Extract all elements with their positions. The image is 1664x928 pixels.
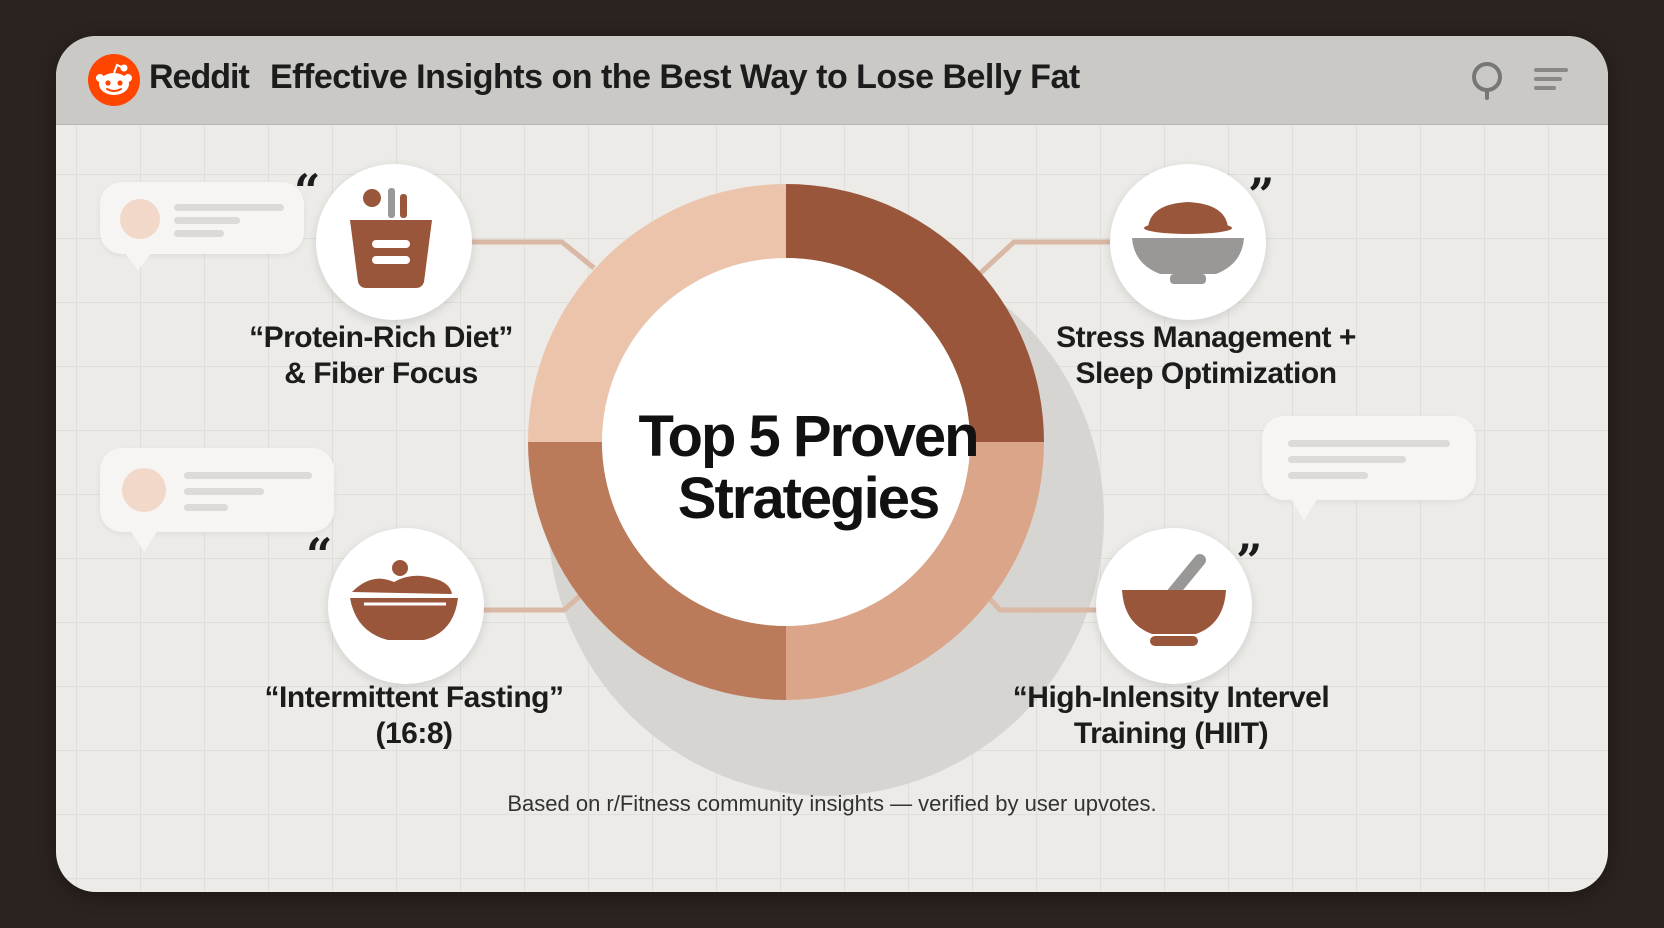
segment-top-right [786, 184, 1044, 442]
chat-bubble-right [1262, 416, 1476, 520]
segment-bottom-right [786, 442, 1044, 700]
covered-bowl-icon [1110, 164, 1266, 320]
close-quote-mark: ” [1236, 534, 1263, 588]
close-quote-mark: ” [1248, 168, 1275, 222]
segment-top-left [528, 184, 786, 442]
menu-icon[interactable] [1530, 58, 1574, 102]
reddit-logo-icon[interactable] [88, 54, 140, 106]
donut-center [602, 258, 970, 626]
open-quote-mark: “ [306, 528, 333, 582]
chat-bubble-mid-left [100, 448, 334, 552]
connector-top-left [470, 239, 596, 270]
food-bowl-icon [328, 528, 484, 684]
center-title-line1: Top 5 Proven [638, 404, 979, 469]
segment-bottom-left [528, 442, 786, 700]
infographic-card: Reddit Effective Insights on the Best Wa… [56, 36, 1608, 892]
page-title: Effective Insights on the Best Way to Lo… [270, 58, 1080, 96]
strategy-label: (16:8) [375, 717, 453, 750]
open-quote-mark: “ [294, 164, 321, 218]
search-icon[interactable] [1466, 58, 1510, 102]
center-title: Top 5 Proven Strategies [638, 404, 979, 531]
strategy-label: Stress Management + [1056, 321, 1356, 354]
brand-name[interactable]: Reddit [149, 58, 250, 96]
strategy-label: “Protein-Rich Diet” [249, 321, 513, 354]
mortar-icon [1096, 528, 1252, 684]
protein-bowl-icon [316, 164, 472, 320]
strategy-stress-sleep: Stress Management + Sleep Optimization [1041, 320, 1371, 392]
strategy-protein-diet: “Protein-Rich Diet” & Fiber Focus [216, 320, 546, 392]
strategy-label: Sleep Optimization [1075, 357, 1337, 390]
header-bar: Reddit Effective Insights on the Best Wa… [56, 36, 1608, 125]
strategy-label: Training (HIIT) [1073, 717, 1269, 750]
center-title-line2: Strategies [677, 466, 940, 531]
strategy-label: & Fiber Focus [284, 357, 478, 390]
footer-caption: Based on r/Fitness community insights — … [507, 791, 1157, 816]
strategy-label: “Intermittent Fasting” [264, 681, 564, 714]
strategy-label: “High-Inlensity Intervel [1012, 681, 1330, 714]
strategy-hiit: “High-Inlensity Intervel Training (HIIT) [991, 680, 1351, 752]
strategy-donut-chart [470, 184, 1112, 796]
chat-bubble-top-left [100, 182, 304, 270]
strategy-intermittent-fasting: “Intermittent Fasting” (16:8) [234, 680, 594, 752]
